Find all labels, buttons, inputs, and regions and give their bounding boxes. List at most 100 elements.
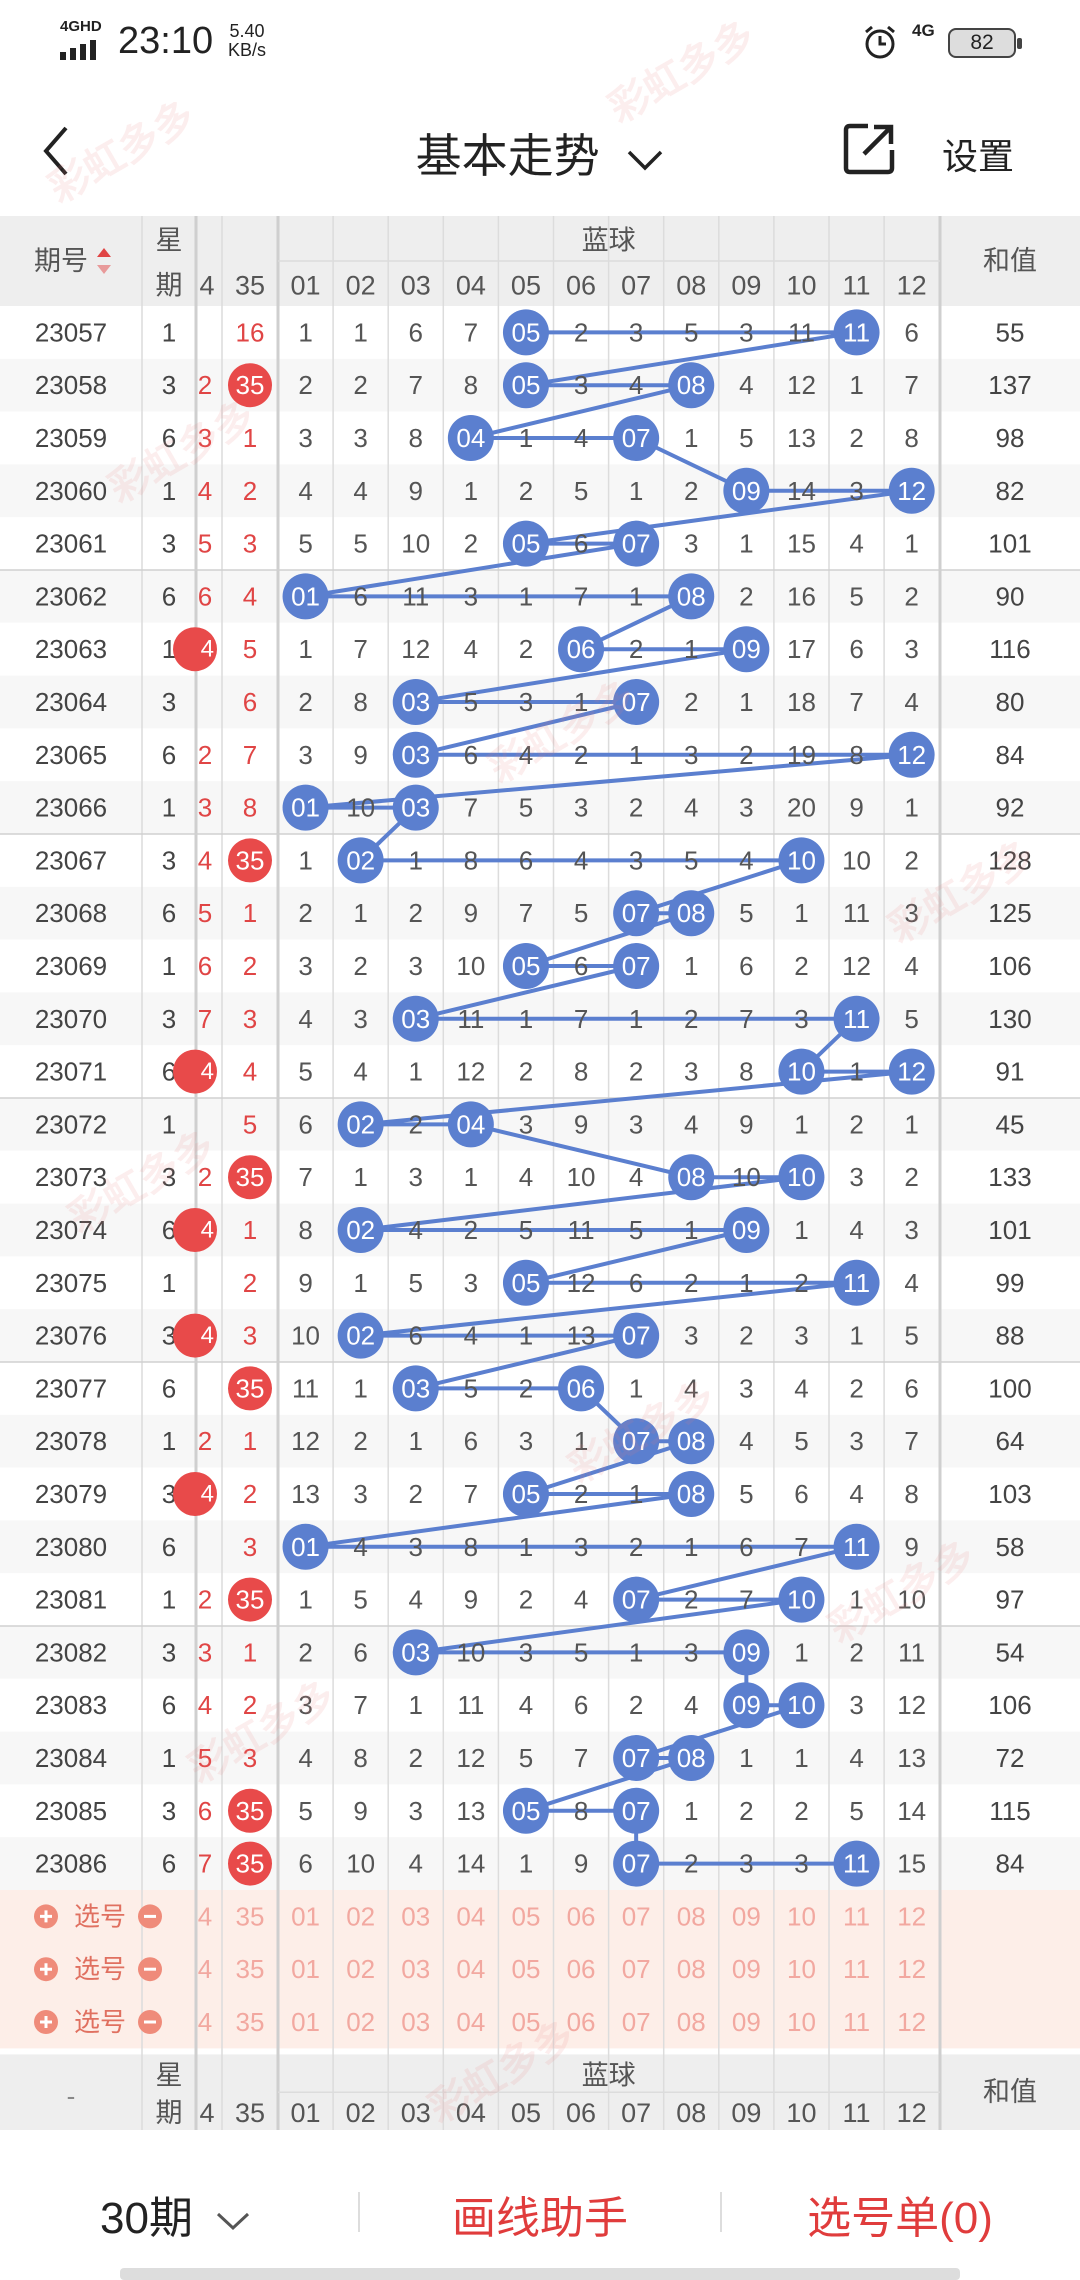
cell-miss: 5 [298, 529, 312, 559]
table-row: 23086 6 7 35 6 10 4 14 1 9 07 2 3 3 11 15 84 [35, 1840, 1024, 1887]
cell-miss: 2 [904, 1162, 918, 1192]
header-blue-col: 07 [621, 271, 651, 301]
blue-ball [558, 1365, 605, 1412]
pick-list-button[interactable]: 选号单(0) [807, 2194, 993, 2243]
cell-miss: 7 [739, 1585, 753, 1615]
cell-miss: 10 [346, 1849, 375, 1879]
cell-miss: 11 [402, 581, 429, 611]
cell-red: 4 [201, 1322, 214, 1349]
header-sum: 和值 [983, 246, 1037, 276]
pick-blue-option: 08 [677, 2007, 706, 2037]
cell-miss: 4 [629, 1162, 643, 1192]
pick-blue-option: 02 [346, 1954, 375, 1984]
pick-blue-option: 07 [622, 1954, 651, 1984]
cell-miss: 1 [794, 898, 808, 928]
cell-week: 6 [162, 423, 176, 453]
cell-miss: 4 [574, 845, 588, 875]
cell-miss: 10 [897, 1585, 926, 1615]
cell-red: 4 [198, 476, 212, 506]
cell-period: 23080 [35, 1532, 107, 1562]
cell-miss: 6 [739, 951, 753, 981]
cell-miss: 12 [291, 1426, 320, 1456]
cell-miss: 4 [739, 1426, 753, 1456]
blue-ball [613, 1735, 660, 1781]
blue-ball-label: 11 [843, 1849, 870, 1879]
cell-miss: 10 [346, 793, 375, 823]
table-row: 23076 3 4 3 10 02 6 4 1 13 07 3 2 3 1 5 88 [35, 1312, 1024, 1359]
cell-miss: 2 [794, 951, 808, 981]
cell-period: 23063 [35, 634, 107, 664]
cell-miss: 6 [519, 845, 533, 875]
table-row: 23063 1 4 5 1 7 12 4 2 06 2 1 09 17 6 3 116 [35, 626, 1031, 673]
blue-ball [613, 1312, 660, 1359]
cell-miss: 7 [353, 1690, 367, 1720]
cell-miss: 4 [298, 1004, 312, 1034]
cell-miss: 8 [409, 423, 423, 453]
blue-ball [668, 1735, 715, 1781]
cell-miss: 1 [629, 1373, 643, 1403]
cell-miss: 11 [457, 1004, 484, 1034]
cell-miss: 2 [464, 529, 478, 559]
cell-miss: 1 [353, 1162, 367, 1192]
divider [358, 2192, 360, 2232]
cell-miss: 1 [629, 1637, 643, 1667]
cell-red: 6 [198, 581, 212, 611]
header-sum: 和值 [983, 2077, 1037, 2107]
sort-asc-icon[interactable] [97, 248, 111, 257]
table-row: 23061 3 5 3 5 5 10 2 05 6 07 3 1 15 4 1 101 [35, 520, 1032, 567]
blue-ball-label: 02 [346, 845, 375, 875]
pick-blue-option: 10 [787, 2007, 816, 2037]
pick-blue-option: 08 [677, 1954, 706, 1984]
back-arrow-icon[interactable] [40, 124, 72, 178]
cell-miss: 1 [629, 1004, 643, 1034]
pick-blue-option: 07 [622, 1901, 651, 1931]
page-title[interactable]: 基本走势 [0, 120, 1080, 186]
pick-red: 4 [198, 1954, 212, 1984]
cell-miss: 6 [409, 317, 423, 347]
cell-miss: 3 [519, 1109, 533, 1139]
cell-miss: 5 [519, 793, 533, 823]
cell-miss: 6 [409, 1321, 423, 1351]
draw-helper-button[interactable]: 画线助手 [452, 2194, 628, 2243]
blue-ball-label: 07 [622, 1321, 651, 1351]
scrollbar[interactable] [120, 2268, 960, 2280]
pick-blue-option: 09 [732, 1901, 761, 1931]
cell-red: 1 [243, 1637, 257, 1667]
cell-miss: 8 [464, 370, 478, 400]
blue-ball-label: 05 [511, 951, 540, 981]
cell-miss: 2 [353, 1426, 367, 1456]
cell-miss: 12 [897, 1690, 926, 1720]
cell-red: 1 [243, 1215, 257, 1245]
cell-red: 2 [198, 1585, 212, 1615]
cell-miss: 1 [409, 845, 423, 875]
cell-week: 1 [162, 1585, 176, 1615]
cell-miss: 4 [409, 1849, 423, 1879]
cell-miss: 2 [904, 845, 918, 875]
cell-miss: 9 [574, 1849, 588, 1879]
blue-ball-label: 08 [677, 1162, 706, 1192]
blue-ball-label: 07 [622, 529, 651, 559]
cell-sum: 98 [996, 423, 1025, 453]
settings-button[interactable]: 设置 [942, 136, 1015, 177]
cell-miss: 3 [629, 317, 643, 347]
blue-ball-label: 01 [291, 793, 320, 823]
blue-ball [613, 943, 660, 989]
cell-red: 2 [198, 1162, 212, 1192]
period-selector[interactable]: 30期 [100, 2182, 251, 2246]
sort-desc-icon[interactable] [97, 265, 111, 274]
blue-ball-label: 10 [787, 1162, 816, 1192]
cell-red: 3 [198, 423, 212, 453]
blue-ball-label: 05 [511, 317, 540, 347]
blue-ball [888, 467, 935, 514]
status-bar: 4GHD 23:10 5.40 KB/s 4G 82 [0, 0, 1080, 84]
cell-miss: 2 [298, 370, 312, 400]
pick-label: 选号 [74, 1901, 126, 1931]
share-icon[interactable] [840, 120, 898, 178]
table-row: 23059 6 3 1 3 3 8 04 1 4 07 1 5 13 2 8 98 [35, 415, 1025, 461]
cell-red: 7 [198, 1004, 212, 1034]
plus-icon-glyph [40, 2016, 52, 2028]
cell-miss: 13 [456, 1796, 485, 1826]
cell-period: 23073 [35, 1162, 107, 1192]
cell-miss: 1 [574, 1426, 588, 1456]
cell-miss: 5 [409, 1268, 423, 1298]
